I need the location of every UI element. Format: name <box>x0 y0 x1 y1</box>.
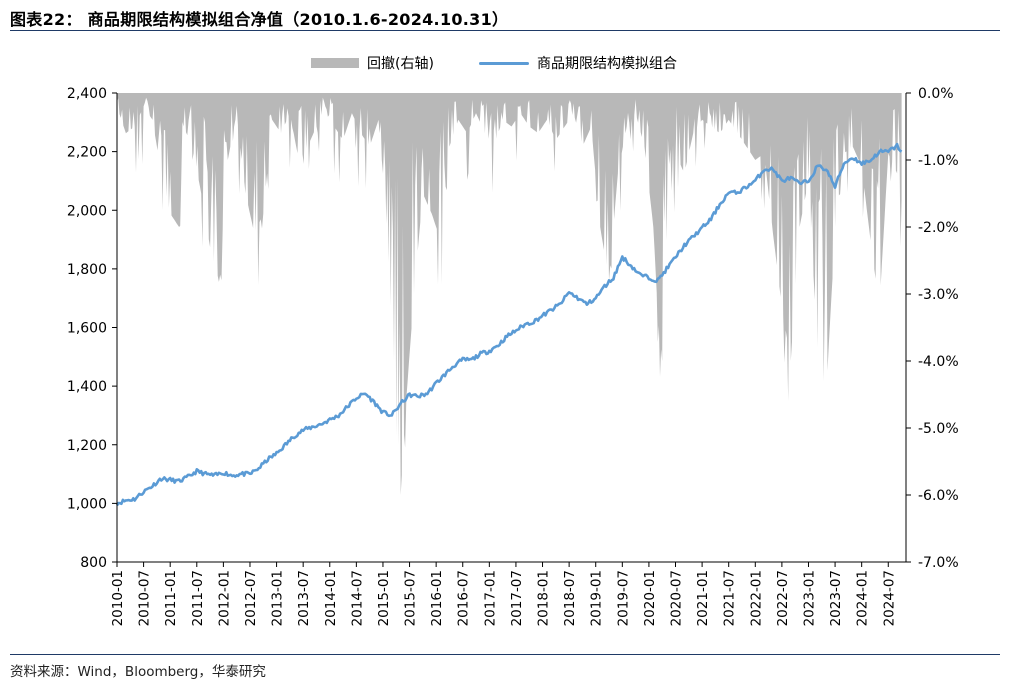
portfolio-line <box>115 142 903 507</box>
left-tick-label: 2,000 <box>67 203 107 219</box>
x-tick-label: 2014-01 <box>323 570 339 626</box>
x-tick-label: 2012-07 <box>243 570 259 626</box>
x-tick-label: 2017-07 <box>509 570 525 626</box>
x-tick-label: 2024-07 <box>881 570 897 626</box>
x-tick-label: 2020-07 <box>669 570 685 626</box>
x-tick-label: 2010-01 <box>110 570 126 626</box>
footer-divider <box>10 654 1000 655</box>
x-tick-label: 2014-07 <box>349 570 365 626</box>
left-tick-label: 2,400 <box>67 86 107 102</box>
x-tick-label: 2018-07 <box>562 570 578 626</box>
portfolio-line-layer <box>115 142 903 507</box>
x-tick-label: 2011-01 <box>163 570 179 626</box>
x-tick-label: 2022-01 <box>748 570 764 626</box>
legend-item-portfolio: 商品期限结构模拟组合 <box>479 52 677 74</box>
x-tick-label: 2012-01 <box>216 570 232 626</box>
left-tick-label: 2,200 <box>67 145 107 161</box>
title-divider <box>10 30 1000 31</box>
x-tick-label: 2018-01 <box>536 570 552 626</box>
x-tick-label: 2023-07 <box>828 570 844 626</box>
x-tick-label: 2019-07 <box>615 570 631 626</box>
figure-title-row: 图表22： 商品期限结构模拟组合净值（2010.1.6-2024.10.31） <box>10 6 1000 30</box>
x-tick-label: 2016-01 <box>429 570 445 626</box>
legend-label-portfolio: 商品期限结构模拟组合 <box>537 56 677 72</box>
left-tick-label: 800 <box>80 555 107 571</box>
legend-swatch-portfolio <box>479 61 529 65</box>
legend-swatch-drawdown <box>311 58 359 68</box>
right-tick-label: -2.0% <box>918 220 959 236</box>
legend: 回撤(右轴) 商品期限结构模拟组合 <box>0 52 1011 74</box>
x-tick-label: 2015-01 <box>376 570 392 626</box>
axes-layer: 800 1,000 1,200 1,400 1,600 1,800 2,000 2,200 2,… <box>67 86 959 626</box>
x-tick-label: 2013-07 <box>296 570 312 626</box>
x-tick-label: 2020-01 <box>642 570 658 626</box>
left-tick-label: 1,000 <box>67 496 107 512</box>
x-tick-label: 2022-07 <box>775 570 791 626</box>
x-tick-label: 2019-01 <box>589 570 605 626</box>
x-tick-label: 2017-01 <box>482 570 498 626</box>
x-tick-label: 2021-01 <box>695 570 711 626</box>
figure-title: 图表22： 商品期限结构模拟组合净值（2010.1.6-2024.10.31） <box>10 10 509 29</box>
left-tick-label: 1,600 <box>67 321 107 337</box>
right-tick-label: -5.0% <box>918 421 959 437</box>
x-tick-label: 2024-01 <box>855 570 871 626</box>
right-tick-label: -4.0% <box>918 354 959 370</box>
x-tick-label: 2013-01 <box>270 570 286 626</box>
x-tick-label: 2023-01 <box>801 570 817 626</box>
left-tick-label: 1,200 <box>67 438 107 454</box>
left-tick-label: 1,400 <box>67 379 107 395</box>
drawdown-area <box>117 93 902 495</box>
legend-label-drawdown: 回撤(右轴) <box>367 56 434 72</box>
right-tick-label: -6.0% <box>918 488 959 504</box>
right-tick-label: -3.0% <box>918 287 959 303</box>
legend-item-drawdown: 回撤(右轴) <box>311 52 434 74</box>
source-note: 资料来源：Wind，Bloomberg，华泰研究 <box>10 664 266 680</box>
right-tick-label: -1.0% <box>918 153 959 169</box>
left-tick-label: 1,800 <box>67 262 107 278</box>
drawdown-area-layer <box>117 93 902 495</box>
right-tick-label: 0.0% <box>918 86 954 102</box>
x-tick-label: 2021-07 <box>722 570 738 626</box>
x-tick-label: 2016-07 <box>456 570 472 626</box>
x-tick-label: 2011-07 <box>190 570 206 626</box>
x-tick-label: 2010-07 <box>137 570 153 626</box>
x-tick-label: 2015-07 <box>403 570 419 626</box>
right-tick-label: -7.0% <box>918 555 959 571</box>
